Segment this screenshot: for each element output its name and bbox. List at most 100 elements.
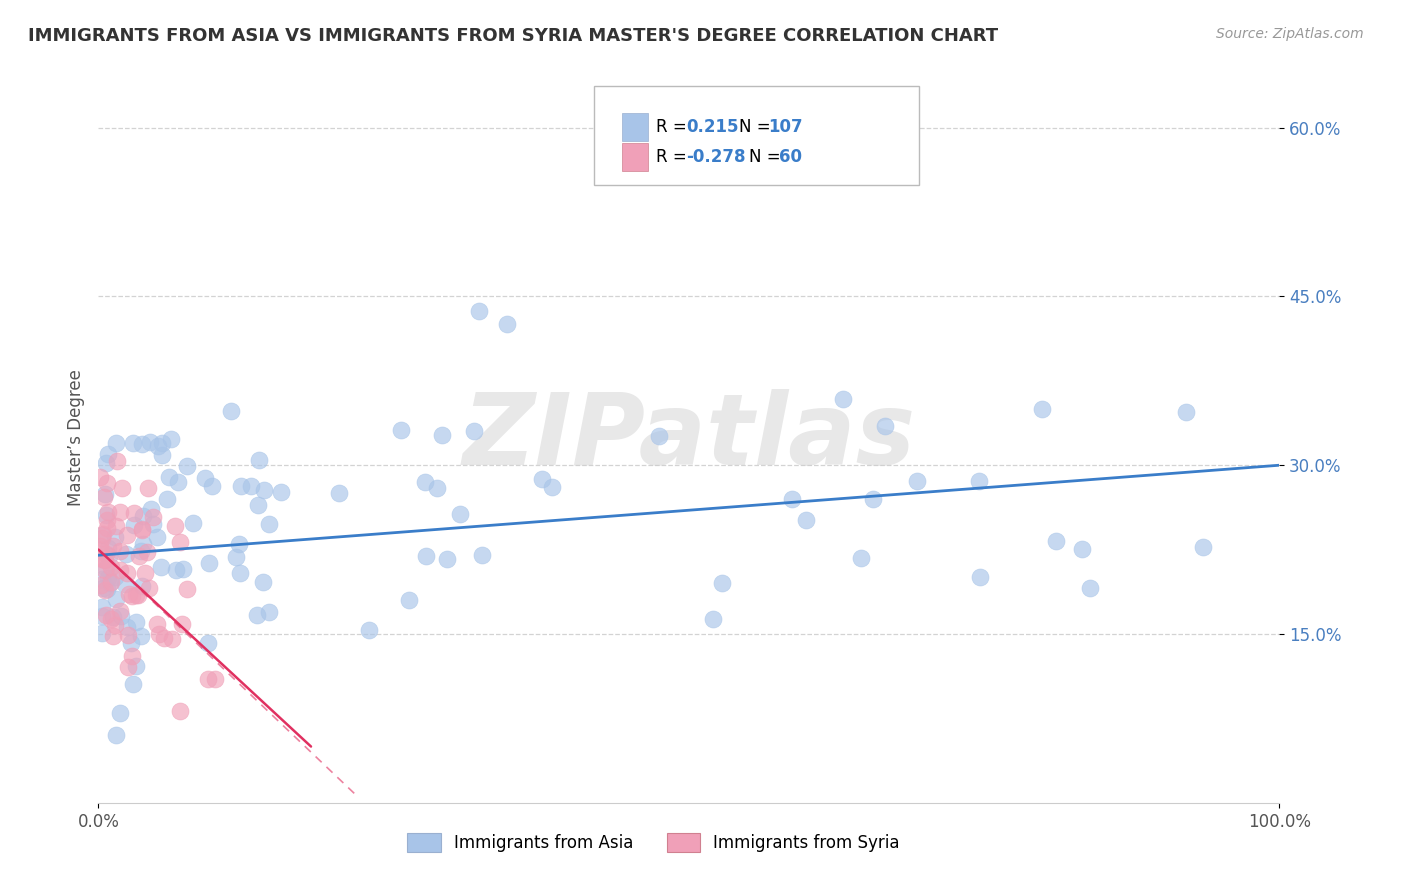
Point [89, 543, 111, 558]
Point [114, 547, 136, 561]
Point [252, 574, 274, 589]
Point [131, 578, 153, 592]
Point [138, 482, 160, 496]
Point [125, 658, 148, 673]
Point [146, 439, 169, 453]
Point [115, 620, 138, 634]
Point [832, 392, 855, 406]
Point [198, 556, 221, 570]
Point [172, 562, 194, 576]
Point [794, 513, 817, 527]
Point [166, 563, 188, 577]
Text: 60: 60 [779, 148, 801, 166]
Point [967, 474, 990, 488]
Point [169, 704, 191, 718]
Point [156, 491, 179, 506]
Point [105, 454, 128, 468]
Point [162, 632, 184, 646]
Point [969, 570, 991, 584]
Text: ZIPatlas: ZIPatlas [463, 389, 915, 485]
Point [120, 636, 142, 650]
Point [134, 566, 156, 580]
Point [121, 677, 143, 691]
Point [89, 539, 111, 553]
Text: R =: R = [655, 148, 692, 166]
Point [426, 481, 449, 495]
Point [104, 728, 127, 742]
Point [131, 537, 153, 551]
Point [104, 618, 127, 632]
FancyBboxPatch shape [595, 86, 920, 185]
Point [228, 537, 250, 551]
Point [136, 545, 159, 559]
Point [93, 490, 115, 504]
Point [100, 560, 122, 574]
Point [94, 547, 117, 561]
Point [166, 475, 188, 490]
Point [90, 578, 112, 592]
Point [101, 628, 124, 642]
Point [1192, 540, 1215, 554]
Point [176, 459, 198, 474]
Point [97, 447, 120, 461]
Point [149, 560, 172, 574]
Point [94, 561, 117, 575]
Point [240, 479, 263, 493]
Point [131, 544, 153, 558]
Point [257, 605, 280, 619]
Point [862, 491, 884, 506]
Point [165, 518, 187, 533]
Point [148, 626, 170, 640]
Point [96, 475, 118, 490]
Point [104, 592, 127, 607]
Point [125, 615, 148, 629]
Point [197, 672, 219, 686]
Point [105, 436, 128, 450]
Point [93, 552, 115, 566]
Point [449, 507, 471, 521]
Text: -0.278: -0.278 [686, 148, 747, 166]
Point [121, 589, 143, 603]
Point [225, 550, 247, 565]
Point [122, 518, 145, 533]
Point [96, 582, 118, 596]
Point [172, 617, 194, 632]
Point [780, 491, 803, 506]
Point [389, 423, 412, 437]
Point [197, 636, 219, 650]
Point [91, 572, 114, 586]
Point [436, 552, 458, 566]
Point [142, 517, 165, 532]
Point [873, 419, 896, 434]
Point [121, 649, 143, 664]
Point [530, 472, 553, 486]
Point [108, 505, 131, 519]
Text: R =: R = [655, 118, 692, 136]
Point [160, 432, 183, 446]
Point [97, 570, 120, 584]
Point [495, 317, 517, 331]
Point [96, 508, 118, 522]
Point [328, 486, 350, 500]
Point [157, 470, 180, 484]
Text: 107: 107 [768, 118, 803, 136]
Point [98, 576, 121, 591]
Point [91, 609, 114, 624]
Point [131, 522, 153, 536]
Point [91, 527, 114, 541]
Point [94, 563, 117, 577]
Point [97, 505, 120, 519]
Point [96, 457, 118, 471]
Point [115, 527, 138, 541]
Point [259, 517, 281, 532]
Point [398, 592, 420, 607]
Point [471, 548, 494, 562]
Point [1045, 534, 1067, 549]
Point [117, 659, 139, 673]
Point [201, 478, 224, 492]
Point [96, 513, 118, 527]
Text: N =: N = [749, 148, 786, 166]
Point [153, 632, 176, 646]
Point [430, 428, 453, 442]
Point [145, 530, 167, 544]
